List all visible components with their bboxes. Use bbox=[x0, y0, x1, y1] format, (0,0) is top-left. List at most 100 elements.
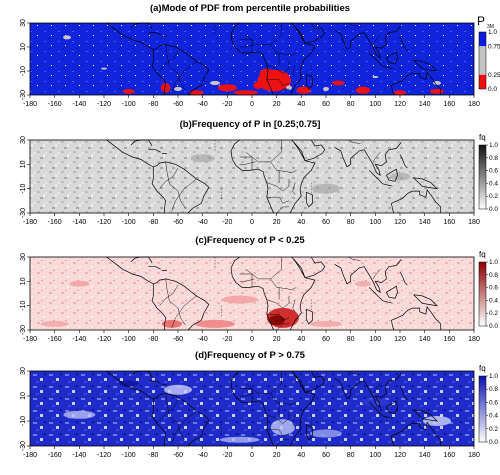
coastline bbox=[391, 71, 442, 95]
y-tick-label: -30 bbox=[20, 325, 27, 335]
country-border bbox=[348, 370, 361, 376]
freq-patch bbox=[164, 384, 192, 395]
panel-title: (a)Mode of PDF from percentile probabili… bbox=[150, 3, 350, 14]
heatmap-field bbox=[30, 23, 474, 95]
y-tick-label: 30 bbox=[20, 19, 27, 27]
x-tick-label: -60 bbox=[173, 336, 183, 343]
x-tick-label: 120 bbox=[394, 219, 406, 226]
x-tick-label: -120 bbox=[97, 452, 111, 459]
y-tick-label: -10 bbox=[20, 66, 27, 76]
country-border bbox=[239, 44, 255, 48]
x-tick-label: 140 bbox=[419, 219, 431, 226]
country-border bbox=[266, 79, 290, 86]
low-mode-patch bbox=[259, 68, 274, 79]
country-border bbox=[171, 410, 197, 444]
coastline bbox=[230, 139, 240, 152]
x-tick-label: 120 bbox=[394, 452, 406, 459]
x-tick-label: -60 bbox=[173, 219, 183, 226]
legend-frame bbox=[478, 31, 487, 90]
x-tick-label: -100 bbox=[122, 336, 136, 343]
low-mode-patch bbox=[160, 83, 171, 93]
country-border bbox=[165, 161, 186, 209]
x-tick-label: 160 bbox=[443, 101, 455, 108]
coastline bbox=[289, 139, 316, 214]
legend-tick-label: 0.0 bbox=[489, 439, 498, 446]
country-border bbox=[266, 429, 290, 437]
mid-mode-patch bbox=[210, 81, 220, 85]
freq-patch bbox=[390, 172, 410, 181]
x-tick-label: -180 bbox=[23, 101, 37, 108]
country-border bbox=[372, 34, 381, 45]
coastline bbox=[230, 370, 240, 383]
x-tick-label: 160 bbox=[443, 219, 455, 226]
country-border bbox=[292, 299, 296, 312]
coastline bbox=[230, 382, 275, 447]
x-tick-label: 100 bbox=[369, 336, 381, 343]
coastline bbox=[293, 22, 326, 44]
x-tick-label: -160 bbox=[48, 452, 62, 459]
x-tick-label: -80 bbox=[148, 101, 158, 108]
freq-patch bbox=[118, 380, 139, 387]
coastline bbox=[148, 149, 161, 153]
panel-b: (b)Frequency of P in [0.25;0.75] -180 -160… bbox=[20, 119, 498, 226]
legend-tick-label: 0.0 bbox=[489, 206, 498, 213]
country-border bbox=[239, 388, 253, 403]
legend-title: fq bbox=[479, 250, 486, 259]
coastline bbox=[386, 51, 398, 65]
country-border bbox=[159, 284, 179, 306]
country-border bbox=[270, 44, 297, 56]
country-border bbox=[276, 206, 289, 214]
coastline bbox=[391, 320, 395, 331]
x-tick-label: 180 bbox=[468, 336, 480, 343]
legend-tick-label: 0.4 bbox=[489, 297, 498, 304]
x-tick-label: 180 bbox=[468, 219, 480, 226]
freq-patch bbox=[221, 295, 258, 304]
x-tick-label: -60 bbox=[173, 452, 183, 459]
y-tick-label: -30 bbox=[20, 441, 27, 451]
legend-tick-label: 1.0 bbox=[489, 142, 498, 149]
country-border bbox=[270, 393, 297, 406]
panel-title: (d)Frequency of P > 0.75 bbox=[195, 350, 306, 361]
legend-title: P bbox=[477, 14, 485, 28]
legend-tick-label: 0.6 bbox=[489, 168, 498, 175]
x-tick-label: 0 bbox=[250, 219, 254, 226]
x-tick-label: 140 bbox=[419, 336, 431, 343]
coastline bbox=[391, 306, 442, 330]
coastline bbox=[386, 168, 398, 182]
legend-tick-label: 0.0 bbox=[488, 86, 497, 93]
y-tick-label: 10 bbox=[20, 43, 27, 51]
x-tick-label: -20 bbox=[222, 101, 232, 108]
legend-swatch bbox=[479, 32, 486, 47]
x-tick-label: 0 bbox=[250, 452, 254, 459]
country-border bbox=[348, 22, 361, 27]
coastline bbox=[334, 146, 365, 168]
coastline bbox=[382, 183, 393, 187]
mid-mode-patch bbox=[433, 81, 441, 85]
coastline bbox=[382, 415, 393, 419]
coastline bbox=[391, 85, 395, 96]
freq-patch bbox=[312, 183, 340, 194]
legend-tick-label: 0.0 bbox=[489, 323, 498, 330]
legend-tick-label: 0.4 bbox=[489, 413, 498, 420]
freq-patch bbox=[219, 436, 260, 443]
legend-tick-label: 0.8 bbox=[489, 155, 498, 162]
country-border bbox=[348, 139, 361, 144]
x-tick-label: 100 bbox=[369, 101, 381, 108]
country-border bbox=[165, 44, 186, 91]
coastline bbox=[363, 142, 402, 177]
coastline bbox=[334, 378, 365, 400]
coastline bbox=[399, 154, 408, 169]
x-tick-label: 100 bbox=[369, 452, 381, 459]
country-border bbox=[348, 256, 361, 261]
panel-title: (b)Frequency of P in [0.25;0.75] bbox=[180, 119, 321, 130]
x-tick-label: 140 bbox=[419, 101, 431, 108]
x-tick-label: 60 bbox=[322, 101, 330, 108]
x-tick-label: 40 bbox=[297, 219, 305, 226]
coastline bbox=[413, 177, 439, 190]
low-mode-patch bbox=[253, 81, 263, 89]
y-tick-label: -30 bbox=[20, 208, 27, 218]
low-mode-patch bbox=[394, 90, 406, 95]
coastline bbox=[363, 259, 402, 294]
y-tick-label: 30 bbox=[20, 367, 27, 375]
freq-patch bbox=[69, 280, 90, 287]
